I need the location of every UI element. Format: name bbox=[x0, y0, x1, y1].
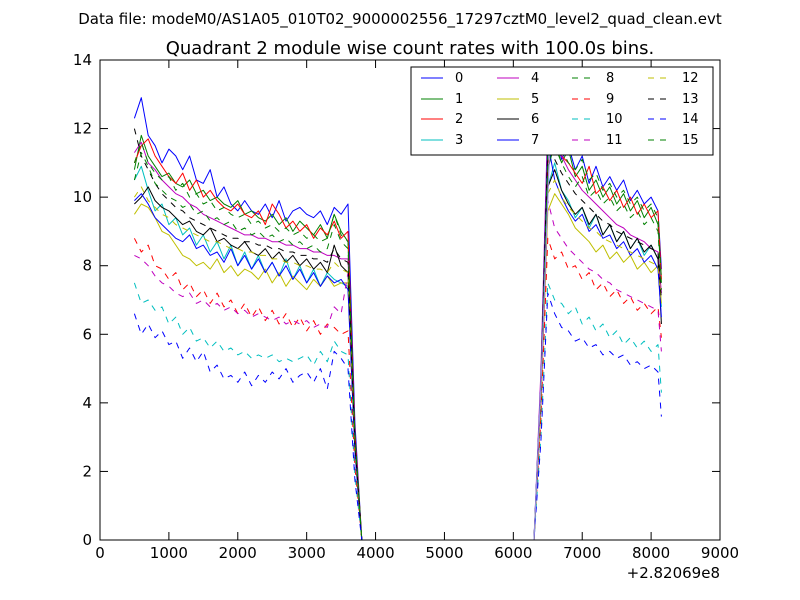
y-tick-label: 14 bbox=[73, 51, 92, 69]
legend-label: 5 bbox=[531, 92, 539, 107]
y-tick-label: 4 bbox=[82, 394, 92, 412]
legend-label: 13 bbox=[682, 92, 699, 107]
legend-label: 9 bbox=[606, 92, 614, 107]
legend-label: 1 bbox=[455, 92, 463, 107]
ticks-layer: 0 1000 2000 3000 4000 5000 6000 7000 8000 9000 0 2 4… bbox=[73, 51, 739, 562]
legend-label: 6 bbox=[531, 112, 539, 127]
series-line-8 bbox=[133, 131, 662, 541]
legend-label: 0 bbox=[455, 71, 463, 86]
legend-label: 3 bbox=[455, 133, 463, 148]
x-tick-label: 7000 bbox=[563, 544, 601, 562]
series-line-11 bbox=[134, 200, 662, 541]
legend-label: 8 bbox=[606, 71, 614, 86]
y-tick-label: 8 bbox=[82, 257, 92, 275]
legend-label: 15 bbox=[682, 133, 699, 148]
x-tick-label: 3000 bbox=[288, 544, 326, 562]
legend-label: 4 bbox=[531, 71, 539, 86]
axes-frame bbox=[99, 59, 721, 541]
series-line-0 bbox=[133, 97, 662, 541]
legend-label: 2 bbox=[455, 112, 463, 127]
chart-title: Quadrant 2 module wise count rates with … bbox=[166, 38, 655, 59]
x-tick-label: 5000 bbox=[425, 544, 463, 562]
x-tick-label: 6000 bbox=[494, 544, 532, 562]
y-tick-label: 6 bbox=[82, 325, 92, 343]
x-offset-label: +2.82069e8 bbox=[627, 564, 720, 582]
series-line-5 bbox=[133, 193, 662, 541]
x-tick-label: 2000 bbox=[219, 544, 257, 562]
x-tick-label: 1000 bbox=[150, 544, 188, 562]
y-tick-label: 10 bbox=[73, 188, 92, 206]
x-tick-label: 4000 bbox=[356, 544, 394, 562]
suptitle: Data file: modeM0/AS1A05_010T02_90000025… bbox=[78, 10, 722, 29]
series-line-4 bbox=[133, 117, 662, 541]
series-line-7 bbox=[134, 141, 662, 541]
series-line-12 bbox=[133, 179, 662, 541]
series-line-6 bbox=[134, 169, 662, 541]
x-tick-label: 9000 bbox=[701, 544, 739, 562]
series-line-14 bbox=[133, 292, 662, 541]
series-line-15 bbox=[133, 145, 662, 541]
series-line-13 bbox=[133, 128, 662, 541]
series-line-1 bbox=[133, 134, 662, 541]
legend-label: 11 bbox=[606, 133, 623, 148]
legend-label: 12 bbox=[682, 71, 699, 86]
x-tick-label: 0 bbox=[95, 544, 105, 562]
plot-area: 0 1000 2000 3000 4000 5000 6000 7000 8000 9000 0 2 4… bbox=[73, 51, 739, 562]
legend-label: 14 bbox=[682, 112, 699, 127]
y-tick-label: 2 bbox=[82, 462, 92, 480]
legend-label: 10 bbox=[606, 112, 623, 127]
series-line-10 bbox=[133, 282, 662, 541]
x-tick-label: 8000 bbox=[632, 544, 670, 562]
y-tick-label: 12 bbox=[73, 120, 92, 138]
legend-label: 7 bbox=[531, 133, 539, 148]
series-layer bbox=[133, 97, 662, 541]
y-tick-label: 0 bbox=[82, 531, 92, 549]
